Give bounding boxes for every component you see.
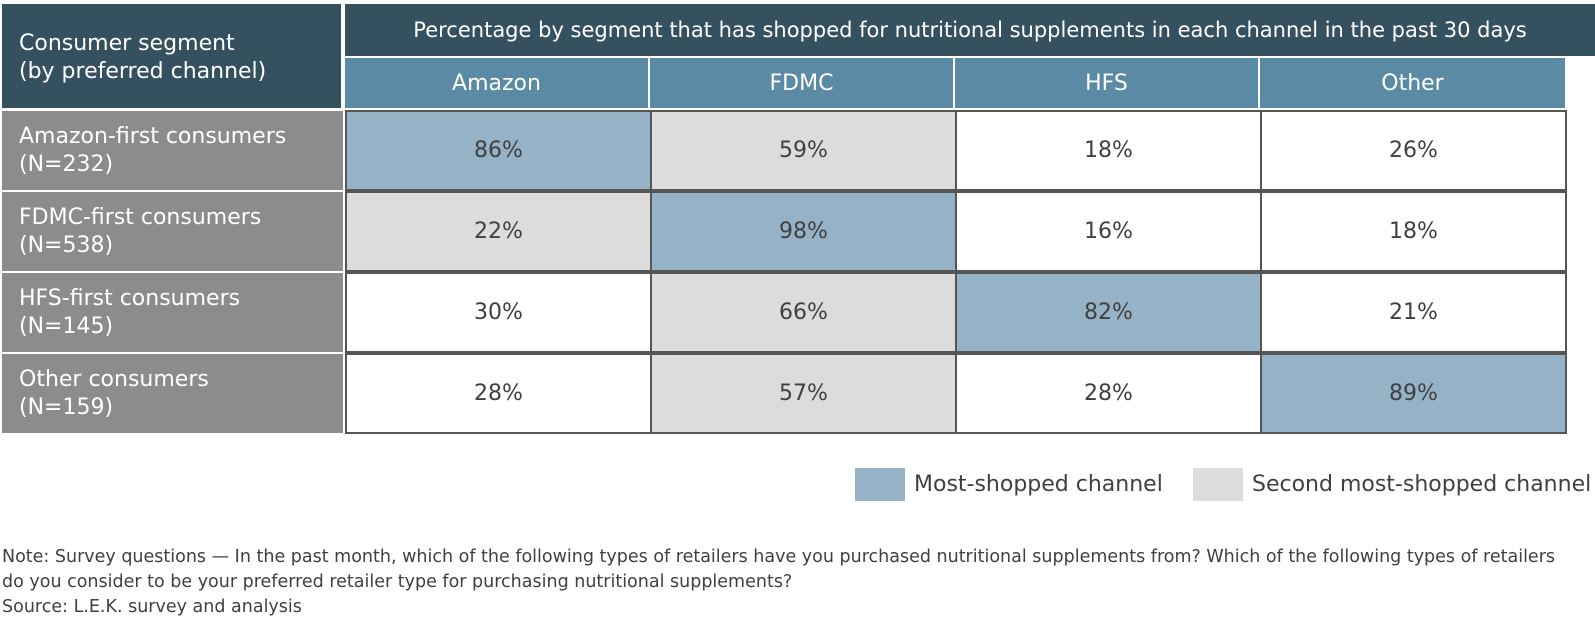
column-header-fdmc: FDMC bbox=[650, 58, 953, 108]
legend-second-swatch bbox=[1193, 467, 1243, 501]
column-header-amazon: Amazon bbox=[345, 58, 648, 108]
table-cell: 28% bbox=[345, 353, 652, 434]
table-cell: 18% bbox=[955, 110, 1262, 191]
table-cell: 16% bbox=[955, 191, 1262, 272]
legend-most: Most-shopped channel bbox=[855, 466, 1163, 502]
table-cell: 22% bbox=[345, 191, 652, 272]
segment-channel-table: Consumer segment (by preferred channel) … bbox=[2, 4, 1595, 444]
table-cell: 66% bbox=[650, 272, 957, 353]
row-label: Other consumers (N=159) bbox=[2, 354, 343, 433]
table-cell: 98% bbox=[650, 191, 957, 272]
row-label: Amazon-first consumers (N=232) bbox=[2, 111, 343, 190]
survey-note: Note: Survey questions — In the past mon… bbox=[2, 547, 1556, 592]
row-label: HFS-first consumers (N=145) bbox=[2, 273, 343, 352]
segment-column-header: Consumer segment (by preferred channel) bbox=[2, 4, 343, 108]
table-cell: 21% bbox=[1260, 272, 1567, 353]
table-cell: 28% bbox=[955, 353, 1262, 434]
column-header-other: Other bbox=[1260, 58, 1565, 108]
table-cell: 57% bbox=[650, 353, 957, 434]
table-cell: 26% bbox=[1260, 110, 1567, 191]
footnote: Note: Survey questions — In the past mon… bbox=[2, 545, 1562, 620]
table-cell: 89% bbox=[1260, 353, 1567, 434]
table-cell: 82% bbox=[955, 272, 1262, 353]
table-title: Percentage by segment that has shopped f… bbox=[345, 4, 1595, 56]
table-cell: 18% bbox=[1260, 191, 1567, 272]
table-cell: 59% bbox=[650, 110, 957, 191]
legend-second: Second most-shopped channel bbox=[1193, 466, 1591, 502]
legend-most-swatch bbox=[855, 467, 905, 501]
legend-second-label: Second most-shopped channel bbox=[1252, 471, 1592, 497]
source-note: Source: L.E.K. survey and analysis bbox=[2, 597, 302, 617]
table-cell: 30% bbox=[345, 272, 652, 353]
row-label: FDMC-first consumers (N=538) bbox=[2, 192, 343, 271]
table-cell: 86% bbox=[345, 110, 652, 191]
legend-most-label: Most-shopped channel bbox=[914, 471, 1163, 497]
column-header-hfs: HFS bbox=[955, 58, 1258, 108]
segment-header-text: Consumer segment (by preferred channel) bbox=[19, 31, 267, 84]
